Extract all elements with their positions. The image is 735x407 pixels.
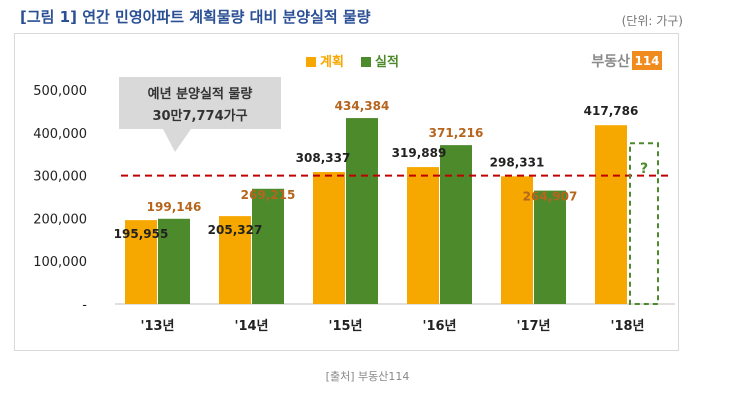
data-label-actual: 434,384	[335, 99, 390, 113]
y-tick-label: 300,000	[33, 170, 87, 185]
bar-actual	[158, 218, 190, 304]
x-tick-label: '16년	[422, 319, 456, 334]
placeholder-2018-actual: ?	[629, 142, 659, 305]
data-label-plan: 298,331	[490, 155, 545, 169]
bar-plan	[313, 172, 345, 304]
legend-label-plan: 계획	[320, 54, 344, 70]
callout-line2: 30만7,774가구	[152, 108, 247, 124]
logo-number: 114	[634, 54, 659, 68]
chart-svg: 계획 실적 부동산 114 - 100,000 200,000 300,000 400,…	[33, 51, 675, 334]
y-tick-label: 100,000	[33, 255, 87, 270]
callout-line1: 예년 분양실적 물량	[148, 86, 253, 102]
legend-swatch-actual	[361, 57, 371, 67]
x-tick-label: '17년	[516, 319, 550, 334]
legend: 계획 실적	[306, 54, 399, 70]
logo-text: 부동산	[591, 53, 630, 70]
unit-label: (단위: 가구)	[621, 14, 683, 28]
data-label-actual: 199,146	[147, 200, 202, 214]
bar-actual	[440, 145, 472, 304]
logo: 부동산 114	[591, 51, 662, 70]
callout-box	[119, 77, 281, 152]
bar-plan	[407, 167, 439, 304]
y-tick-label: 400,000	[33, 127, 87, 142]
source-caption: [출처] 부동산114	[325, 370, 410, 383]
data-label-plan: 319,889	[392, 146, 447, 160]
placeholder-box	[629, 142, 659, 305]
chart-frame: 계획 실적 부동산 114 - 100,000 200,000 300,000 400,…	[14, 33, 679, 351]
data-label-actual: 371,216	[429, 126, 484, 140]
x-tick-label: '14년	[234, 319, 268, 334]
x-axis: '13년 '14년 '15년 '16년 '17년 '18년	[140, 319, 644, 334]
bar-plan	[125, 220, 157, 304]
data-label-plan: 205,327	[208, 223, 263, 237]
y-tick-label: -	[82, 298, 87, 313]
x-tick-label: '18년	[610, 319, 644, 334]
data-label-actual: 269,215	[241, 188, 296, 202]
bar-actual	[346, 118, 378, 304]
figure-title: [그림 1] 연간 민영아파트 계획물량 대비 분양실적 물량	[20, 8, 371, 26]
x-tick-label: '13년	[140, 319, 174, 334]
bars: 195,955 199,146 205,327 269,215 308,337 434,3…	[114, 99, 639, 304]
bar-actual	[252, 188, 284, 304]
y-tick-label: 500,000	[33, 84, 87, 99]
legend-label-actual: 실적	[375, 54, 399, 70]
placeholder-question-mark: ?	[640, 161, 648, 177]
y-tick-label: 200,000	[33, 212, 87, 227]
y-axis: - 100,000 200,000 300,000 400,000 500,000	[33, 84, 87, 313]
bar-plan	[501, 176, 533, 304]
callout: 예년 분양실적 물량 30만7,774가구	[119, 77, 281, 152]
data-label-plan: 308,337	[296, 151, 351, 165]
data-label-plan: 417,786	[584, 104, 639, 118]
logo-badge	[632, 51, 662, 70]
bar-plan	[595, 125, 627, 304]
x-tick-label: '15년	[328, 319, 362, 334]
data-label-actual: 264,907	[523, 190, 578, 204]
legend-swatch-plan	[306, 57, 316, 67]
bar-plan	[219, 216, 251, 304]
bar-actual	[534, 190, 566, 304]
data-label-plan: 195,955	[114, 227, 169, 241]
